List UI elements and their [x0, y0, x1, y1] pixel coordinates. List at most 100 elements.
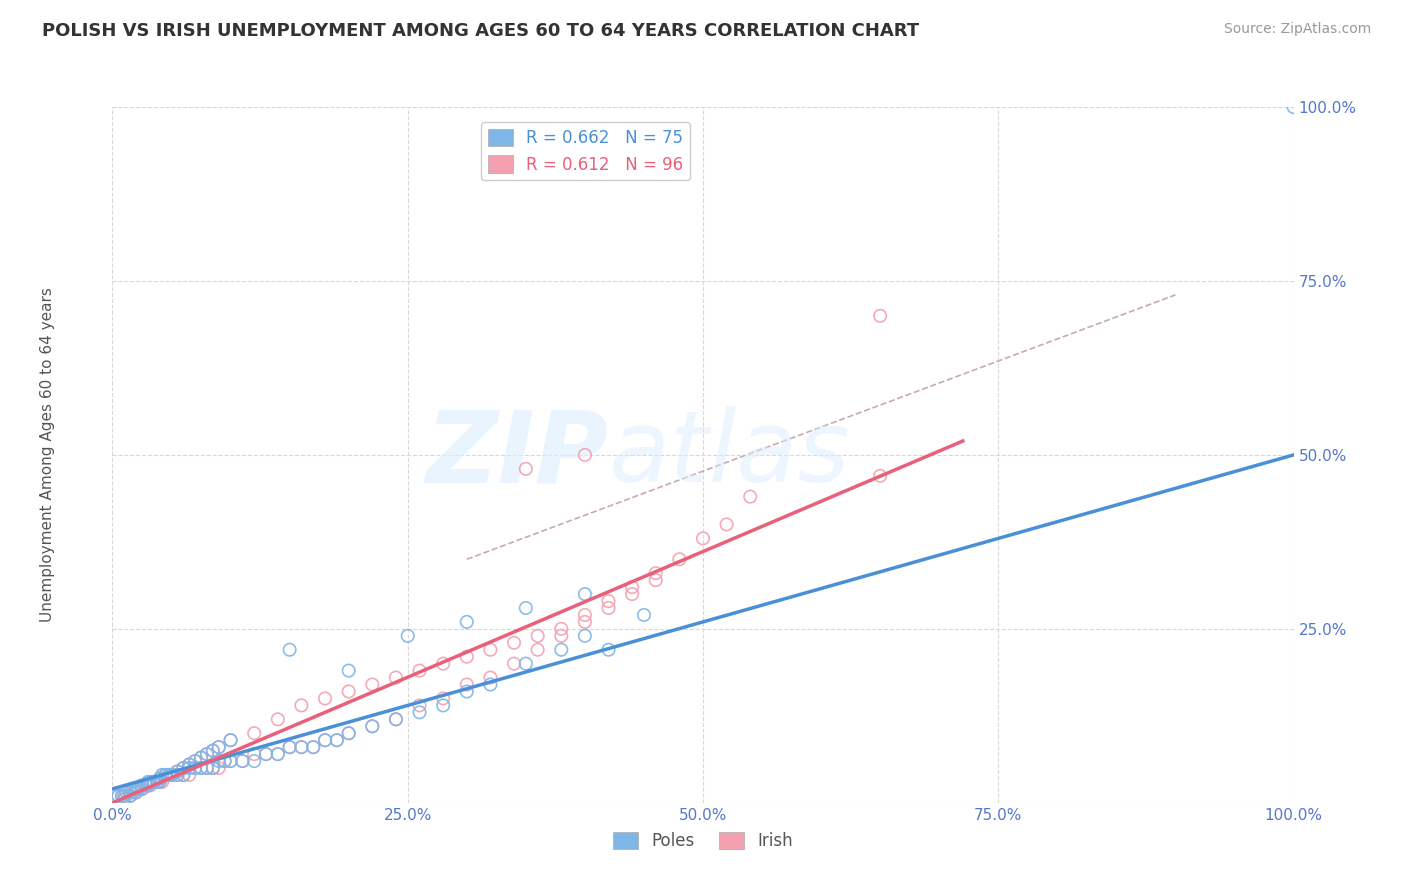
Point	[408, 698, 430, 713]
Point	[231, 754, 253, 768]
Point	[172, 768, 194, 782]
Point	[598, 642, 620, 657]
Point	[120, 785, 142, 799]
Point	[135, 778, 157, 793]
Point	[122, 785, 145, 799]
Point	[112, 789, 135, 803]
Point	[869, 309, 891, 323]
Point	[337, 684, 360, 698]
Point	[172, 761, 194, 775]
Point	[179, 757, 201, 772]
Point	[166, 768, 188, 782]
Point	[208, 740, 231, 755]
Point	[644, 573, 666, 587]
Point	[243, 726, 266, 740]
Point	[432, 657, 454, 671]
Point	[139, 775, 162, 789]
Point	[179, 768, 201, 782]
Point	[385, 671, 408, 685]
Point	[115, 785, 138, 799]
Point	[574, 587, 596, 601]
Point	[201, 761, 224, 775]
Point	[254, 747, 277, 761]
Point	[179, 757, 201, 772]
Point	[155, 768, 177, 782]
Point	[214, 754, 236, 768]
Text: Source: ZipAtlas.com: Source: ZipAtlas.com	[1223, 22, 1371, 37]
Point	[125, 785, 148, 799]
Point	[326, 733, 349, 747]
Point	[149, 775, 172, 789]
Point	[166, 764, 188, 779]
Point	[396, 629, 419, 643]
Point	[337, 664, 360, 678]
Point	[302, 740, 325, 755]
Point	[184, 754, 207, 768]
Point	[112, 792, 135, 806]
Point	[598, 594, 620, 608]
Point	[1282, 100, 1305, 114]
Point	[111, 789, 134, 803]
Point	[290, 740, 312, 755]
Point	[201, 744, 224, 758]
Point	[127, 781, 149, 796]
Point	[120, 789, 142, 803]
Point	[432, 691, 454, 706]
Point	[692, 532, 714, 546]
Point	[190, 761, 212, 775]
Point	[337, 726, 360, 740]
Point	[112, 792, 135, 806]
Point	[195, 747, 218, 761]
Point	[122, 781, 145, 796]
Point	[361, 677, 384, 691]
Point	[131, 778, 153, 793]
Point	[526, 642, 548, 657]
Point	[172, 761, 194, 775]
Point	[314, 733, 336, 747]
Point	[142, 775, 165, 789]
Point	[574, 629, 596, 643]
Point	[150, 768, 173, 782]
Point	[131, 781, 153, 796]
Point	[136, 778, 159, 793]
Point	[179, 761, 201, 775]
Point	[243, 754, 266, 768]
Point	[131, 781, 153, 796]
Point	[184, 761, 207, 775]
Point	[385, 712, 408, 726]
Legend: Poles, Irish: Poles, Irish	[606, 826, 800, 857]
Point	[503, 657, 526, 671]
Point	[267, 712, 290, 726]
Point	[157, 768, 180, 782]
Point	[598, 601, 620, 615]
Point	[120, 789, 142, 803]
Point	[172, 768, 194, 782]
Point	[219, 733, 242, 747]
Point	[135, 778, 157, 793]
Point	[107, 789, 129, 803]
Point	[111, 789, 134, 803]
Point	[456, 684, 478, 698]
Point	[142, 775, 165, 789]
Point	[184, 761, 207, 775]
Text: atlas: atlas	[609, 407, 851, 503]
Point	[302, 740, 325, 755]
Point	[149, 772, 172, 786]
Point	[136, 778, 159, 793]
Point	[146, 775, 169, 789]
Point	[142, 775, 165, 789]
Point	[160, 768, 183, 782]
Point	[190, 761, 212, 775]
Point	[195, 747, 218, 761]
Point	[208, 754, 231, 768]
Point	[155, 768, 177, 782]
Point	[278, 642, 301, 657]
Point	[125, 781, 148, 796]
Point	[107, 789, 129, 803]
Point	[668, 552, 690, 566]
Point	[149, 775, 172, 789]
Point	[201, 761, 224, 775]
Point	[190, 750, 212, 764]
Point	[479, 677, 502, 691]
Point	[716, 517, 738, 532]
